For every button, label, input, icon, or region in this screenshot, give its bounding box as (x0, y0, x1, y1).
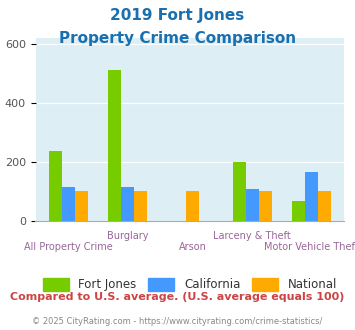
Bar (49, 151, 62, 221)
Bar (246, 189, 259, 221)
Text: Larceny & Theft: Larceny & Theft (213, 231, 291, 241)
Bar (259, 191, 272, 221)
Bar (108, 70, 121, 221)
Bar (186, 191, 200, 221)
Bar (121, 187, 134, 221)
Text: Property Crime Comparison: Property Crime Comparison (59, 31, 296, 46)
Text: Compared to U.S. average. (U.S. average equals 100): Compared to U.S. average. (U.S. average … (10, 292, 345, 302)
Bar (233, 162, 246, 221)
Legend: Fort Jones, California, National: Fort Jones, California, National (38, 273, 342, 296)
Text: 2019 Fort Jones: 2019 Fort Jones (110, 8, 245, 23)
Bar (318, 191, 331, 221)
Text: Motor Vehicle Theft: Motor Vehicle Theft (264, 242, 355, 252)
Text: © 2025 CityRating.com - https://www.cityrating.com/crime-statistics/: © 2025 CityRating.com - https://www.city… (32, 317, 323, 326)
Bar (305, 172, 318, 221)
Bar (75, 191, 88, 221)
Text: Burglary: Burglary (107, 231, 148, 241)
Bar (62, 187, 75, 221)
Bar (134, 191, 147, 221)
Bar (292, 201, 305, 221)
Text: All Property Crime: All Property Crime (24, 242, 113, 252)
Text: Arson: Arson (179, 242, 207, 252)
